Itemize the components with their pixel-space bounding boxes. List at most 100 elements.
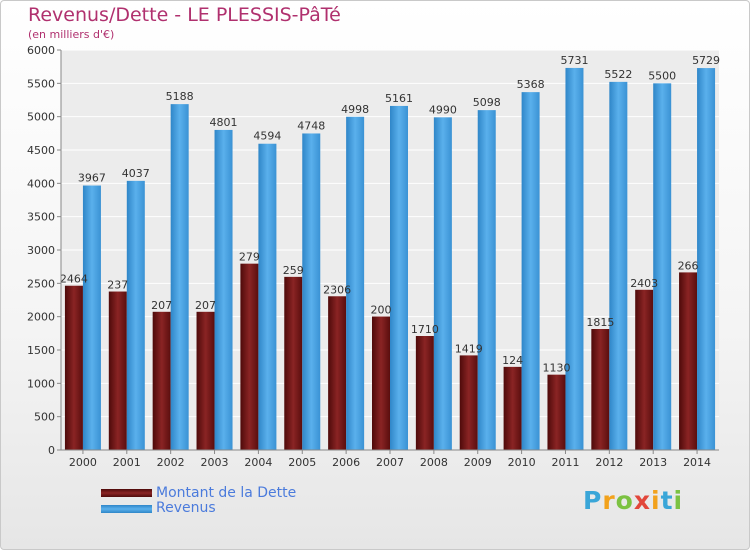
value-label-revenue: 5729 [692,54,720,67]
y-tick-label: 6000 [27,44,55,57]
brand-letter: P [583,486,603,515]
value-label-debt: 2403 [630,277,658,290]
x-tick-label: 2005 [288,456,316,469]
brand-letter: i [651,486,661,515]
bar-debt [284,276,303,450]
value-label-revenue: 5368 [517,78,545,91]
x-tick-label: 2009 [464,456,492,469]
value-label-debt: 1710 [411,323,439,336]
y-tick-label: 500 [34,411,55,424]
bar-debt [503,366,522,450]
bar-debt [547,374,566,450]
bar-debt [635,289,654,450]
x-tick-label: 2008 [420,456,448,469]
bar-revenue [697,68,716,451]
y-tick-label: 3000 [27,244,55,257]
value-label-revenue: 4748 [297,119,325,132]
value-label-debt: 1815 [586,316,614,329]
bar-revenue [521,92,540,450]
bar-debt [108,291,127,450]
value-label-revenue: 5098 [473,96,501,109]
x-tick-label: 2001 [113,456,141,469]
value-label-debt: 1419 [455,342,483,355]
value-label-debt: 237 [107,279,128,292]
bar-debt [679,272,698,450]
y-tick-label: 5000 [27,111,55,124]
value-label-revenue: 4998 [341,103,369,116]
value-label-debt: 1130 [542,362,570,375]
y-tick-label: 2500 [27,277,55,290]
value-label-revenue: 3967 [78,172,106,185]
value-label-revenue: 5522 [604,68,632,81]
bars-group [64,67,716,451]
bar-revenue [302,133,321,450]
x-tick-label: 2002 [157,456,185,469]
x-tick-label: 2011 [551,456,579,469]
chart-subtitle: (en milliers d'€) [28,28,115,41]
y-tick-label: 2000 [27,311,55,324]
value-label-debt: 124 [502,354,523,367]
y-tick-label: 4000 [27,177,55,190]
x-tick-label: 2014 [683,456,711,469]
bar-revenue [258,143,277,450]
chart-title: Revenus/Dette - LE PLESSIS-PâTé [28,4,341,26]
value-label-revenue: 5731 [560,54,588,67]
y-tick-label: 4500 [27,144,55,157]
bar-debt [372,316,390,450]
bar-revenue [609,81,628,450]
bar-debt [196,311,215,450]
brand-letter: i [673,486,684,515]
brand-letter: o [615,486,634,515]
bar-debt [415,336,434,450]
bar-revenue [653,83,672,450]
value-label-debt: 207 [195,299,216,312]
legend-swatch-revenue [101,505,152,513]
bar-debt [240,263,259,450]
value-labels-group: 2464 3967 237 4037 207 5188 207 4801 279 4594 259 4… [60,54,720,375]
legend-label-revenue: Revenus [156,500,216,516]
y-tick-label: 3500 [27,211,55,224]
value-label-debt: 2306 [323,283,351,296]
value-label-debt: 200 [371,304,392,317]
axes-group: 0 500 1000 1500 2000 2500 3000 3500 4000 4500 5000… [27,44,719,469]
brand-letter: x [633,486,651,515]
bar-debt [328,296,347,450]
value-label-revenue: 5500 [648,69,676,82]
value-label-revenue: 4037 [122,167,150,180]
legend-swatch-debt [101,489,152,497]
x-tick-label: 2013 [639,456,667,469]
bar-revenue [346,116,365,451]
y-tick-label: 1000 [27,377,55,390]
x-tick-label: 2006 [332,456,360,469]
value-label-revenue: 4990 [429,103,457,116]
bar-revenue [565,67,584,450]
bar-revenue [390,105,408,450]
bar-debt [64,285,83,450]
value-label-revenue: 5188 [166,90,194,103]
value-label-revenue: 4594 [253,130,281,143]
x-tick-label: 2004 [244,456,272,469]
bar-revenue [214,129,233,450]
brand-letter: t [660,486,674,515]
bar-debt [152,311,171,450]
value-label-revenue: 5161 [385,92,413,105]
value-label-debt: 259 [283,264,304,277]
bar-revenue [170,104,189,450]
bar-debt [591,329,610,450]
value-label-debt: 279 [239,251,260,264]
x-tick-label: 2010 [508,456,536,469]
x-tick-label: 2003 [201,456,229,469]
value-label-revenue: 4801 [210,116,238,129]
bar-revenue [126,180,145,450]
y-tick-label: 0 [48,444,55,457]
bar-revenue [477,110,496,450]
value-label-debt: 266 [678,259,699,272]
bar-revenue [82,185,101,451]
bar-debt [459,355,478,450]
y-tick-label: 1500 [27,344,55,357]
x-tick-label: 2007 [376,456,404,469]
y-tick-label: 5500 [27,77,55,90]
bar-revenue [433,117,452,450]
x-tick-label: 2012 [595,456,623,469]
brand-logo: Proxiti [583,486,683,515]
